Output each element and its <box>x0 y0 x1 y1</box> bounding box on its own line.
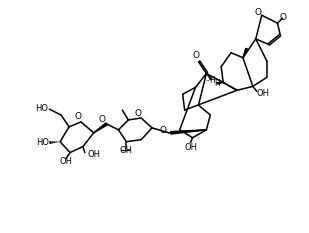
Text: H: H <box>210 76 215 85</box>
Text: O: O <box>254 8 261 17</box>
Text: O: O <box>159 126 167 135</box>
Polygon shape <box>94 123 107 133</box>
Text: HO: HO <box>36 138 49 147</box>
Polygon shape <box>243 48 248 58</box>
Text: O: O <box>280 13 287 22</box>
Text: OH: OH <box>184 143 197 152</box>
Polygon shape <box>217 82 223 84</box>
Text: OH: OH <box>120 146 133 155</box>
Text: O: O <box>192 51 199 60</box>
Text: ··: ·· <box>41 140 47 150</box>
Text: H: H <box>214 79 220 88</box>
Text: ..: .. <box>205 76 210 82</box>
Text: O: O <box>98 116 105 124</box>
Text: OH: OH <box>257 89 270 98</box>
Text: O: O <box>74 113 82 121</box>
Text: OH: OH <box>88 150 101 159</box>
Text: HO: HO <box>35 104 48 113</box>
Polygon shape <box>171 130 206 134</box>
Text: O: O <box>135 109 142 117</box>
Text: OH: OH <box>60 157 73 166</box>
